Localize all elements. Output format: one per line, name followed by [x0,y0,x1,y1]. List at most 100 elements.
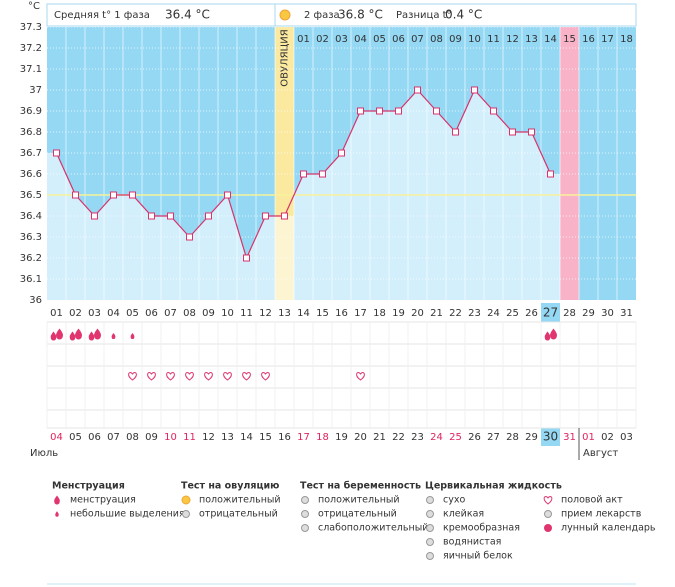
legend-item: положительный [318,495,400,506]
legend-item: отрицательный [318,509,397,520]
temperature-point [528,128,535,136]
legend-title: Тест на овуляцию [181,481,279,492]
date-label: 06 [88,432,101,443]
y-tick-label: 37.1 [20,64,42,75]
temperature-point [148,212,155,220]
y-tick-label: 36.6 [20,169,42,180]
x-tick-label: 09 [202,308,215,319]
date-label: 28 [506,432,519,443]
date-label: 26 [468,432,481,443]
x-tick-label: 25 [506,308,519,319]
date-label: 17 [297,432,310,443]
temperature-point [53,149,60,157]
legend-item: клейкая [443,509,484,520]
phase2-day: 14 [544,34,557,45]
y-tick-label: 36.2 [20,253,42,264]
x-tick-label: 11 [240,308,253,319]
date-label: 07 [107,432,120,443]
phase2-day: 01 [297,34,310,45]
date-label: 22 [392,432,405,443]
legend-item: кремообразная [443,523,520,534]
legend-icon [182,510,190,518]
date-label: 29 [525,432,538,443]
phase2-day: 15 [563,34,576,45]
phase2-day: 07 [411,34,424,45]
x-tick-label: 28 [563,308,576,319]
flow-heavy [544,331,551,341]
x-tick-label: 06 [145,308,158,319]
y-unit: °C [28,1,40,12]
phase1-avg: 36.4 °C [165,8,210,22]
date-label: 10 [164,432,177,443]
x-tick-label: 13 [278,308,291,319]
x-tick-label: 17 [354,308,367,319]
x-tick-label: 30 [601,308,614,319]
temperature-point [205,212,212,220]
legend-item: положительный [199,495,281,506]
phase2-day: 17 [601,34,614,45]
date-label: 27 [487,432,500,443]
temperature-point [452,128,459,136]
date-label: 15 [259,432,272,443]
date-label: 05 [69,432,82,443]
phase2-day: 02 [316,34,329,45]
today-highlight [541,303,560,322]
y-tick-label: 36.7 [20,148,42,159]
flow-heavy [93,328,102,340]
temperature-point [395,107,402,115]
flow-heavy [549,328,558,340]
temperature-point [186,233,193,241]
date-label: 30 [543,430,558,444]
y-tick-label: 36.4 [20,211,42,222]
y-tick-label: 36.5 [20,190,42,201]
legend-item: прием лекарств [561,509,642,520]
temperature-point [547,170,554,178]
date-label: 08 [126,432,139,443]
temperature-point [167,212,174,220]
flow-heavy [74,328,83,340]
y-tick-label: 37.2 [20,43,42,54]
intercourse-icon [166,372,175,381]
x-tick-label: 14 [297,308,310,319]
legend-icon [544,510,552,518]
phase2-day: 18 [620,34,633,45]
date-label: 01 [582,432,595,443]
x-tick-label: 04 [107,308,120,319]
today-date-highlight [541,428,560,446]
intercourse-icon [242,372,251,381]
legend-icon [426,538,434,546]
phase2-day: 16 [582,34,595,45]
date-label: 31 [563,432,576,443]
flow-heavy [69,331,76,341]
x-tick-label: 10 [221,308,234,319]
temperature-point [357,107,364,115]
legend-item: слабоположительный [318,523,428,534]
diff-label: Разница t° [396,10,452,21]
y-tick-label: 36.9 [20,106,42,117]
legend-icon [54,495,60,505]
legend-item: сухо [443,495,465,506]
temperature-point [72,191,79,199]
x-tick-label: 31 [620,308,633,319]
temperature-point [490,107,497,115]
temperature-point [243,254,250,262]
temperature-point [376,107,383,115]
legend-title: Менструация [52,481,125,492]
date-label: 04 [50,432,63,443]
legend-icon [426,552,434,560]
phase1-label: Средняя t° 1 фаза [54,10,150,21]
legend-item: половой акт [561,495,623,506]
month-label: Июль [30,448,58,459]
month-label: Август [583,448,618,459]
temperature-point [129,191,136,199]
x-tick-label: 22 [449,308,462,319]
date-label: 14 [240,432,253,443]
temperature-point [91,212,98,220]
flow-heavy [55,328,64,340]
legend-icon [181,495,191,505]
flow-heavy [50,331,57,341]
legend-icon [426,496,434,504]
date-label: 18 [316,432,329,443]
intercourse-icon [147,372,156,381]
intercourse-icon [185,372,194,381]
